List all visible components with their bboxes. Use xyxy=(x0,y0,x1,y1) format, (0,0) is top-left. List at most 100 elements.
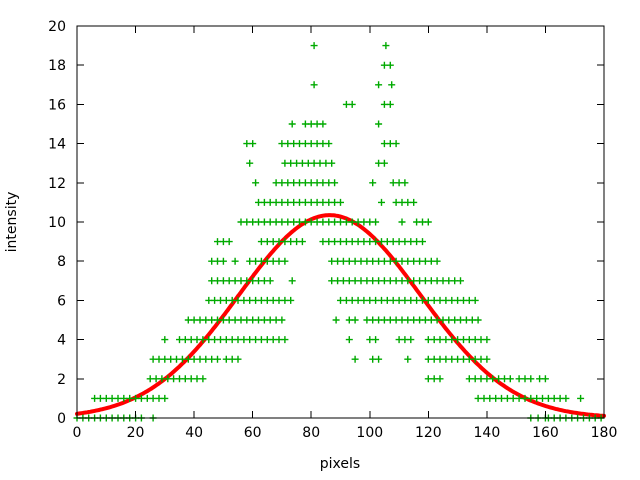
plus-marker xyxy=(477,336,485,344)
plus-marker xyxy=(407,336,415,344)
plus-marker xyxy=(360,238,368,246)
plus-marker xyxy=(310,42,318,50)
plus-marker xyxy=(483,355,491,363)
plus-marker xyxy=(255,316,262,324)
plus-marker xyxy=(161,394,169,402)
y-tick-label: 10 xyxy=(48,215,66,231)
plus-marker xyxy=(225,277,233,285)
plus-marker xyxy=(158,375,166,383)
plus-marker xyxy=(474,316,482,324)
x-tick-label: 140 xyxy=(474,425,501,441)
plus-marker xyxy=(284,198,292,206)
plus-marker xyxy=(225,316,233,324)
plus-marker xyxy=(275,296,283,304)
plus-marker xyxy=(243,316,251,324)
plus-marker xyxy=(360,218,368,226)
plus-marker xyxy=(386,100,394,108)
plus-marker xyxy=(577,394,585,402)
plus-marker xyxy=(178,355,186,363)
plus-marker xyxy=(392,140,400,148)
plus-marker xyxy=(170,375,178,383)
plus-marker xyxy=(372,238,380,246)
plus-marker xyxy=(275,238,283,246)
plus-marker xyxy=(424,375,432,383)
plus-marker xyxy=(404,277,412,285)
plus-marker xyxy=(319,238,327,246)
y-tick-label: 2 xyxy=(57,372,66,388)
plus-marker xyxy=(263,238,271,246)
plus-marker xyxy=(257,296,265,304)
plus-marker xyxy=(255,218,262,226)
plus-marker xyxy=(243,277,251,285)
plus-marker xyxy=(401,179,409,187)
y-tick-label: 20 xyxy=(48,19,66,35)
plus-marker xyxy=(337,198,344,206)
plus-marker xyxy=(211,336,219,344)
plus-marker xyxy=(380,140,388,148)
plus-marker xyxy=(202,355,210,363)
plus-marker xyxy=(190,355,198,363)
plus-marker xyxy=(263,257,271,265)
y-tick-label: 8 xyxy=(57,254,66,270)
plus-marker xyxy=(462,316,470,324)
plus-marker xyxy=(345,336,353,344)
plus-marker xyxy=(246,257,254,265)
plus-marker xyxy=(211,296,219,304)
plus-marker xyxy=(436,375,444,383)
plus-marker xyxy=(243,218,251,226)
plus-marker xyxy=(319,140,327,148)
plus-marker xyxy=(436,336,444,344)
plus-marker xyxy=(222,336,230,344)
plus-marker xyxy=(307,198,315,206)
plus-marker xyxy=(149,394,157,402)
plus-marker xyxy=(483,336,491,344)
plus-marker xyxy=(161,355,169,363)
plus-marker xyxy=(214,355,221,363)
plus-marker xyxy=(436,296,444,304)
plus-marker xyxy=(424,355,432,363)
plus-marker xyxy=(389,238,397,246)
plus-marker xyxy=(234,336,242,344)
plus-marker xyxy=(348,100,356,108)
plus-marker xyxy=(307,218,315,226)
plus-marker xyxy=(474,394,482,402)
plus-marker xyxy=(298,159,306,167)
plus-marker xyxy=(357,277,365,285)
x-tick-label: 60 xyxy=(244,425,262,441)
plus-marker xyxy=(266,277,274,285)
plus-marker xyxy=(380,257,388,265)
plus-marker xyxy=(372,296,380,304)
plus-marker xyxy=(296,179,303,187)
plus-marker xyxy=(421,277,429,285)
plus-marker xyxy=(404,257,412,265)
plus-marker xyxy=(380,316,388,324)
plus-marker xyxy=(419,238,426,246)
plus-marker xyxy=(389,179,397,187)
plus-marker xyxy=(486,394,494,402)
plus-marker xyxy=(287,159,295,167)
plus-marker xyxy=(465,296,473,304)
plus-marker xyxy=(465,336,473,344)
plus-marker xyxy=(424,296,432,304)
plus-marker xyxy=(332,316,340,324)
plus-marker xyxy=(120,394,128,402)
plus-marker xyxy=(246,336,254,344)
x-tick-label: 40 xyxy=(185,425,203,441)
plus-marker xyxy=(401,336,409,344)
plus-marker xyxy=(257,336,265,344)
plus-marker xyxy=(413,238,421,246)
plus-marker xyxy=(433,316,441,324)
plus-marker xyxy=(325,140,333,148)
plus-marker xyxy=(307,179,315,187)
y-tick-label: 12 xyxy=(48,176,66,192)
plus-marker xyxy=(392,316,400,324)
plus-marker xyxy=(457,316,464,324)
plus-marker xyxy=(275,336,283,344)
plus-marker xyxy=(249,140,257,148)
plus-marker xyxy=(234,296,242,304)
x-tick-label: 20 xyxy=(127,425,145,441)
plus-marker xyxy=(284,218,292,226)
plus-marker xyxy=(275,257,283,265)
plus-marker xyxy=(231,316,239,324)
plus-marker xyxy=(392,277,400,285)
